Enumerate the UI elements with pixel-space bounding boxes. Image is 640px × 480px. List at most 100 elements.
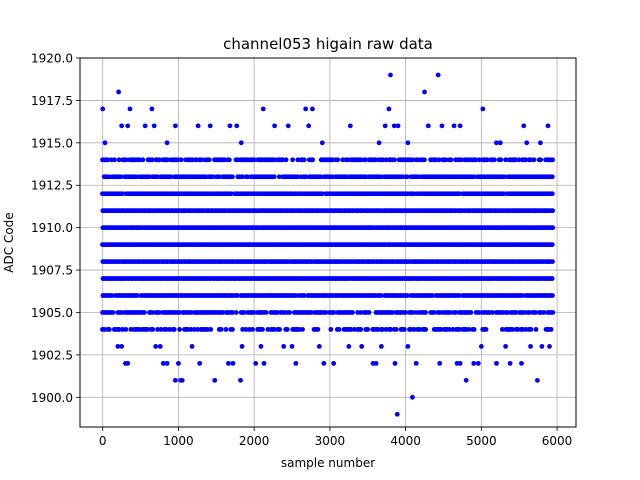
data-point <box>118 174 124 180</box>
data-point <box>499 327 505 332</box>
data-point <box>456 293 462 298</box>
data-point <box>110 310 116 315</box>
data-point <box>271 157 277 163</box>
y-axis-ticks: 1900.0 1902.5 1905.0 1907.5 1910.0 1912.5 1915… <box>31 52 80 405</box>
y-tick-label: 1917.5 <box>31 94 73 108</box>
data-point <box>457 360 463 366</box>
data-point <box>541 310 547 315</box>
data-point <box>523 157 529 163</box>
data-point <box>475 360 481 366</box>
data-point <box>366 310 372 315</box>
data-point <box>391 123 397 129</box>
data-point <box>142 123 148 129</box>
data-point <box>243 327 249 332</box>
data-point <box>228 191 234 197</box>
data-point <box>346 344 352 349</box>
data-point <box>140 157 146 163</box>
x-tick-label: 5000 <box>466 434 497 448</box>
data-point <box>499 310 505 315</box>
x-tick-label: 4000 <box>390 434 421 448</box>
data-point <box>206 157 212 163</box>
data-point <box>220 310 226 315</box>
data-point <box>456 327 462 332</box>
data-point <box>119 123 125 129</box>
data-point <box>120 191 125 197</box>
data-point <box>276 174 282 180</box>
data-point <box>383 157 389 163</box>
data-point <box>494 140 499 146</box>
data-point <box>509 327 515 332</box>
data-point <box>323 310 329 315</box>
data-point <box>210 174 216 180</box>
data-point <box>471 360 477 366</box>
data-point <box>303 174 309 180</box>
data-point <box>157 157 162 163</box>
data-point <box>375 327 381 332</box>
data-point <box>538 140 543 146</box>
data-point <box>533 327 539 332</box>
data-point <box>457 123 463 129</box>
data-point <box>141 310 147 315</box>
data-point <box>177 310 182 315</box>
x-axis-label: sample number <box>281 456 375 470</box>
data-point <box>365 327 371 332</box>
y-tick-label: 1910.0 <box>31 221 73 235</box>
data-point <box>549 276 555 281</box>
data-point <box>178 157 184 163</box>
data-point <box>492 157 497 163</box>
data-point <box>448 157 454 163</box>
data-point <box>216 174 222 180</box>
data-point <box>376 140 382 146</box>
data-point <box>310 106 315 112</box>
data-point <box>352 327 357 332</box>
data-point <box>330 157 335 163</box>
data-point <box>437 360 443 366</box>
data-point <box>422 89 427 95</box>
data-point <box>410 310 416 315</box>
y-axis-label: ADC Code <box>2 212 16 272</box>
data-point <box>539 344 545 349</box>
x-tick-label: 6000 <box>542 434 573 448</box>
data-point <box>234 123 240 129</box>
data-point <box>230 310 236 315</box>
data-point <box>358 310 364 315</box>
data-point <box>494 360 499 366</box>
data-point <box>550 259 555 264</box>
data-point <box>240 174 245 180</box>
data-point <box>150 310 156 315</box>
data-point <box>123 157 129 163</box>
data-point <box>359 344 365 349</box>
y-tick-label: 1900.0 <box>31 391 73 405</box>
data-point <box>550 208 556 214</box>
data-point <box>250 327 255 332</box>
data-point <box>450 327 456 332</box>
data-point <box>116 327 122 332</box>
data-point <box>443 157 449 163</box>
data-point <box>197 360 203 366</box>
data-point <box>230 360 236 366</box>
data-point <box>534 377 540 383</box>
data-point <box>468 310 474 315</box>
data-point <box>485 157 490 163</box>
data-point <box>208 327 214 332</box>
data-point <box>151 123 157 129</box>
data-point <box>489 310 495 315</box>
data-point <box>380 327 385 332</box>
data-point <box>516 157 522 163</box>
data-point <box>498 157 504 163</box>
data-point <box>150 327 156 332</box>
data-point <box>271 327 277 332</box>
data-point <box>446 327 452 332</box>
data-point <box>545 123 551 129</box>
data-point <box>392 360 398 366</box>
data-point <box>501 191 507 197</box>
data-point <box>177 327 183 332</box>
data-point <box>163 327 169 332</box>
data-point <box>125 360 131 366</box>
data-point <box>404 174 410 180</box>
data-point <box>405 293 410 298</box>
data-point <box>284 327 290 332</box>
data-point <box>329 174 335 180</box>
data-point <box>538 157 544 163</box>
data-point <box>350 310 355 315</box>
